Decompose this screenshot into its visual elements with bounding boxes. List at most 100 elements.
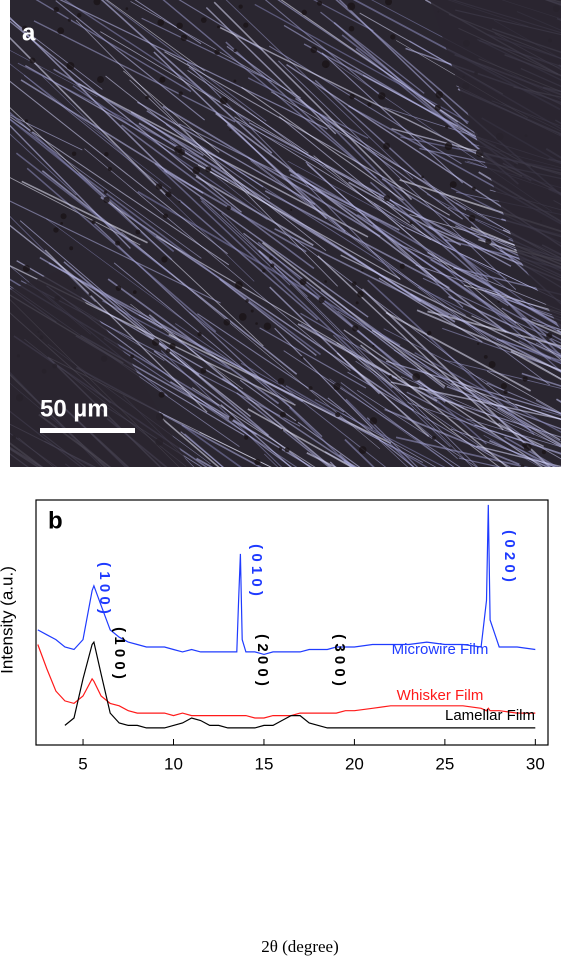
- speck: [77, 13, 81, 17]
- speck: [427, 331, 432, 336]
- speck: [229, 129, 231, 131]
- speck: [296, 420, 299, 423]
- speck: [347, 3, 355, 11]
- speck: [23, 265, 30, 272]
- speck: [30, 130, 32, 132]
- fiber: [10, 449, 245, 600]
- speck: [251, 310, 254, 313]
- fiber: [388, 470, 571, 614]
- speck: [412, 373, 420, 381]
- series-label: Whisker Film: [397, 687, 484, 704]
- speck: [68, 19, 71, 22]
- fiber: [394, 470, 571, 644]
- speck: [352, 281, 357, 286]
- speck: [192, 167, 200, 175]
- speck: [367, 103, 371, 107]
- panel-label: b: [48, 507, 63, 534]
- peak-label: ( 1 0 0 ): [111, 627, 128, 679]
- speck: [450, 181, 457, 188]
- x-tick-label: 15: [254, 754, 273, 773]
- speck: [25, 119, 28, 122]
- speck: [445, 142, 453, 150]
- speck: [163, 213, 168, 218]
- peak-label: ( 2 0 0 ): [254, 634, 271, 686]
- speck: [243, 23, 248, 28]
- speck: [384, 195, 390, 201]
- fiber: [197, 459, 384, 565]
- speck: [72, 152, 76, 156]
- speck: [229, 416, 234, 421]
- scale-bar: [40, 428, 135, 433]
- speck: [400, 264, 405, 269]
- series-label: Lamellar Film: [445, 707, 535, 724]
- speck: [542, 450, 546, 454]
- speck: [239, 313, 247, 321]
- speck: [115, 241, 120, 246]
- speck: [214, 49, 219, 54]
- speck: [309, 386, 313, 390]
- speck: [356, 301, 359, 304]
- fiber: [264, 454, 481, 666]
- speck: [223, 319, 230, 326]
- speck: [269, 256, 273, 260]
- speck: [170, 343, 176, 349]
- speck: [383, 143, 390, 150]
- speck: [280, 412, 286, 418]
- speck: [435, 105, 441, 111]
- speck: [279, 447, 282, 450]
- speck: [270, 263, 274, 267]
- speck: [285, 447, 290, 452]
- speck: [501, 383, 507, 389]
- speck: [262, 269, 265, 272]
- figure: a 50 µm b 2θ (degree) Intensity (a.u.) 5…: [0, 0, 571, 960]
- x-tick-label: 20: [345, 754, 364, 773]
- speck: [372, 345, 374, 347]
- speck: [103, 197, 109, 203]
- fiber: [459, 458, 571, 533]
- speck: [233, 49, 237, 53]
- speck: [357, 291, 364, 298]
- speck: [156, 183, 163, 190]
- speck: [217, 26, 220, 29]
- speck: [290, 209, 292, 211]
- y-axis-label: Intensity (a.u.): [0, 566, 16, 674]
- speck: [322, 60, 330, 68]
- speck: [522, 443, 527, 448]
- speck: [179, 91, 183, 95]
- speck: [318, 297, 324, 303]
- speck: [135, 229, 140, 234]
- speck: [116, 285, 122, 291]
- speck: [436, 91, 444, 99]
- speck: [255, 322, 258, 325]
- speck: [104, 191, 107, 194]
- panel-label: a: [22, 19, 36, 46]
- speck: [233, 80, 236, 83]
- fiber: [566, 0, 571, 69]
- fiber: [204, 472, 374, 557]
- speck: [281, 429, 283, 431]
- speck: [220, 97, 228, 105]
- speck: [130, 355, 134, 359]
- speck: [176, 22, 183, 29]
- speck: [226, 206, 230, 210]
- speck: [477, 343, 479, 345]
- speck: [498, 301, 500, 303]
- speck: [66, 62, 74, 70]
- speck: [201, 17, 207, 23]
- fiber: [567, 241, 571, 296]
- speck: [504, 390, 508, 394]
- speck: [522, 376, 527, 381]
- speck: [60, 222, 63, 225]
- fiber: [1, 442, 276, 609]
- speck: [245, 299, 248, 302]
- speck: [335, 412, 340, 417]
- speck: [264, 323, 271, 330]
- speck: [370, 417, 377, 424]
- speck: [125, 7, 128, 10]
- x-tick-label: 30: [526, 754, 545, 773]
- speck: [166, 191, 172, 197]
- speck: [244, 436, 248, 440]
- speck: [159, 77, 165, 83]
- speck: [92, 220, 96, 224]
- speck: [166, 349, 170, 353]
